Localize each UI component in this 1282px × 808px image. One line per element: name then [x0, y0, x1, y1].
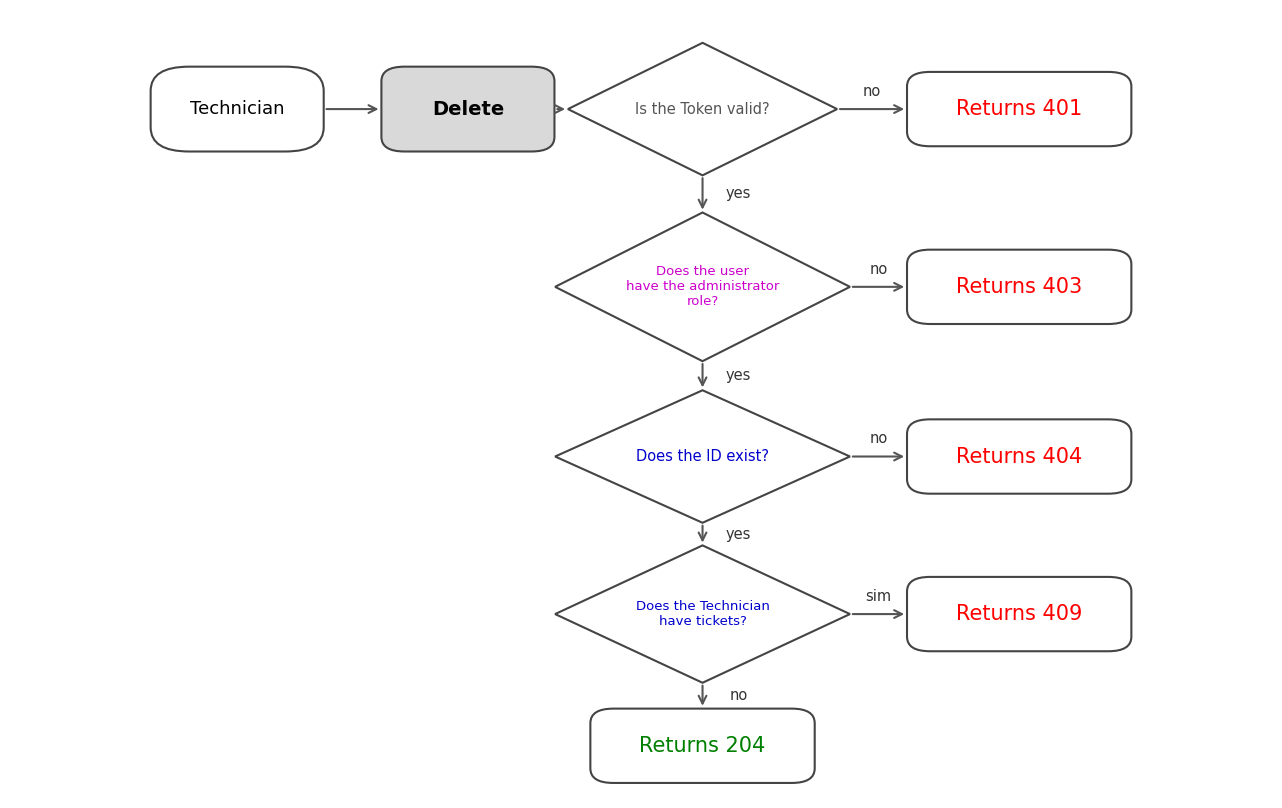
FancyBboxPatch shape	[908, 72, 1132, 146]
Text: Returns 404: Returns 404	[956, 447, 1082, 466]
Text: sim: sim	[865, 589, 891, 604]
Text: Does the ID exist?: Does the ID exist?	[636, 449, 769, 464]
FancyBboxPatch shape	[382, 66, 555, 152]
Text: no: no	[729, 688, 747, 703]
Text: yes: yes	[726, 527, 751, 541]
Text: Returns 401: Returns 401	[956, 99, 1082, 119]
Polygon shape	[555, 213, 850, 361]
Text: no: no	[863, 84, 881, 99]
Polygon shape	[568, 43, 837, 175]
Text: yes: yes	[726, 368, 751, 383]
Text: Technician: Technician	[190, 100, 285, 118]
Text: no: no	[869, 262, 887, 276]
Text: no: no	[869, 431, 887, 446]
FancyBboxPatch shape	[908, 577, 1132, 651]
FancyBboxPatch shape	[590, 709, 815, 783]
FancyBboxPatch shape	[908, 419, 1132, 494]
Text: Delete: Delete	[432, 99, 504, 119]
Text: yes: yes	[726, 187, 751, 201]
Text: Does the Technician
have tickets?: Does the Technician have tickets?	[636, 600, 769, 628]
Text: Returns 409: Returns 409	[956, 604, 1082, 624]
Text: Does the user
have the administrator
role?: Does the user have the administrator rol…	[626, 265, 779, 309]
FancyBboxPatch shape	[908, 250, 1132, 324]
Text: Returns 403: Returns 403	[956, 277, 1082, 297]
Polygon shape	[555, 545, 850, 683]
Text: Returns 204: Returns 204	[640, 736, 765, 755]
Polygon shape	[555, 390, 850, 523]
FancyBboxPatch shape	[151, 66, 323, 152]
Text: Is the Token valid?: Is the Token valid?	[635, 102, 770, 116]
